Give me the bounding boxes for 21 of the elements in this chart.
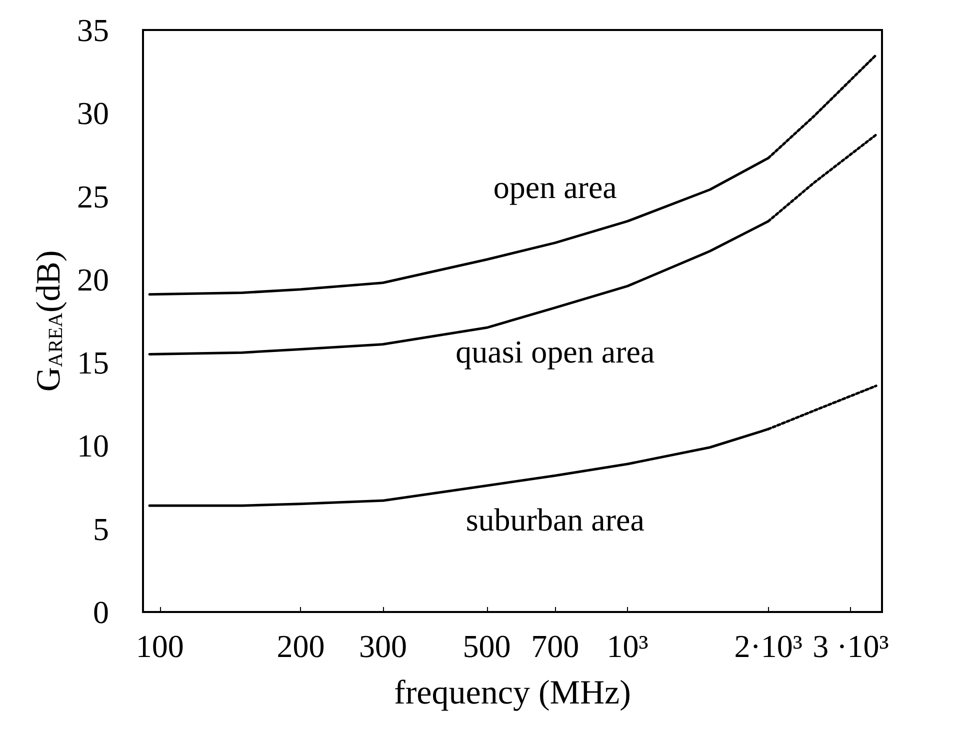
series-label: suburban area: [466, 502, 644, 538]
y-tick-label: 35: [77, 12, 109, 48]
x-tick-label: 300: [359, 628, 408, 664]
series-label: quasi open area: [456, 334, 655, 370]
x-tick-label: 200: [276, 628, 325, 664]
x-tick-label: 500: [462, 628, 511, 664]
x-tick-label: 3 ·10³: [812, 628, 889, 664]
x-tick-label: 10³: [606, 628, 648, 664]
y-tick-label: 5: [93, 510, 109, 547]
y-tick-label: 10: [77, 428, 109, 464]
x-axis-title: frequency (MHz): [394, 674, 631, 712]
y-tick-label: 25: [77, 178, 109, 214]
series-label: open area: [493, 168, 617, 205]
x-tick-label: 2·10³: [734, 628, 802, 664]
y-tick-label: 20: [77, 261, 109, 298]
y-tick-label: 15: [77, 344, 109, 381]
x-tick-label: 700: [531, 628, 580, 664]
y-axis-title: GAREA(dB): [30, 250, 68, 392]
y-tick-label: 30: [77, 95, 109, 132]
x-tick-label: 100: [136, 628, 184, 664]
y-tick-label: 0: [93, 594, 109, 630]
